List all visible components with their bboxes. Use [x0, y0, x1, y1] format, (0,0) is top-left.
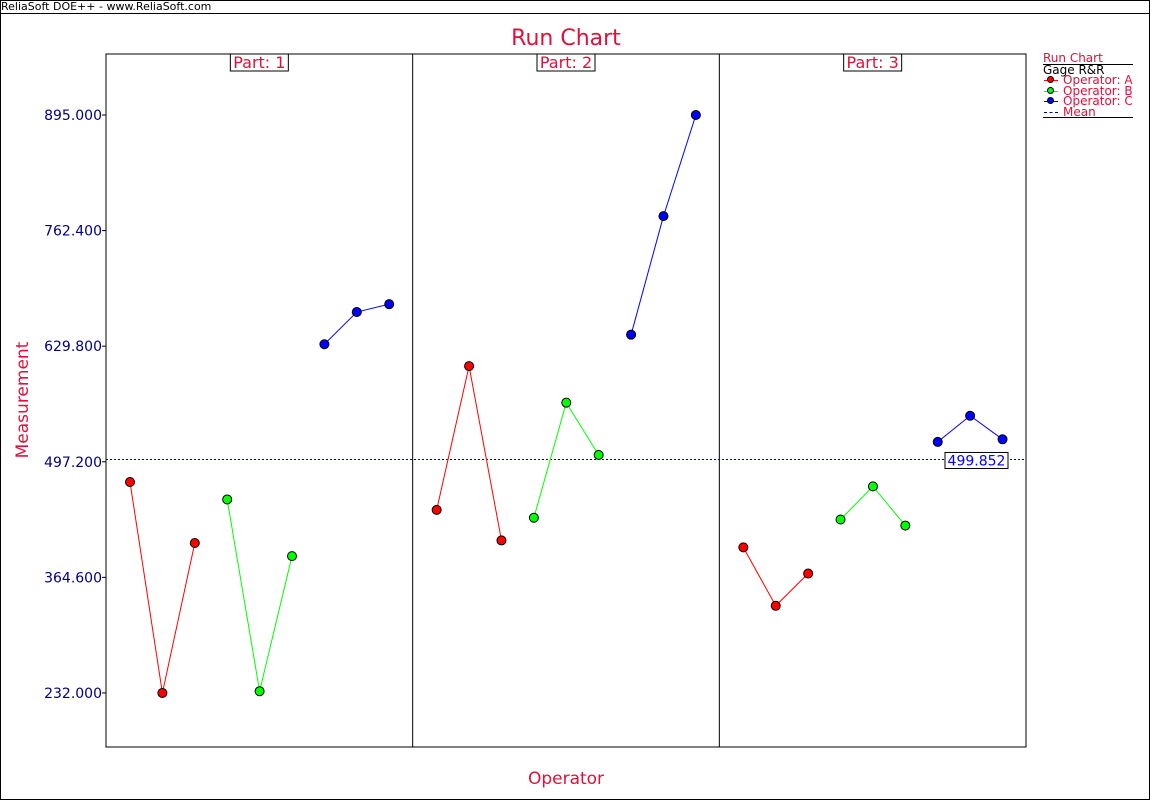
data-point-a	[464, 361, 475, 372]
x-axis-label: Operator	[528, 769, 604, 789]
panel-label-box	[536, 53, 596, 72]
data-point-c	[319, 339, 330, 350]
legend-label-b: Operator: B	[1063, 83, 1133, 98]
legend-marker-c	[1047, 97, 1054, 104]
y-tick-label: 762.400	[44, 224, 102, 240]
series-line-a	[742, 547, 809, 607]
series-line-b	[226, 499, 293, 692]
legend-item-operator-c: Operator: C	[1043, 94, 1133, 108]
data-point-a	[431, 504, 442, 515]
data-point-b	[528, 512, 539, 523]
data-point-a	[189, 538, 200, 549]
panel-label: Part: 1	[233, 53, 285, 72]
panel-label: Part: 2	[540, 53, 592, 72]
data-point-c	[626, 329, 637, 340]
series-line-a	[129, 481, 196, 694]
data-point-c	[965, 410, 976, 421]
panel-label: Part: 3	[847, 53, 899, 72]
y-tick-label: 497.200	[44, 455, 102, 471]
series-line-c	[630, 114, 697, 335]
data-point-a	[157, 687, 168, 698]
legend-item-operator-a: Operator: A	[1043, 73, 1133, 87]
panel-label-box	[843, 53, 903, 72]
legend-swatch-mean	[1044, 111, 1058, 113]
mean-label-box	[944, 451, 1009, 469]
series-line-b	[840, 485, 906, 526]
series-line-a	[436, 365, 502, 541]
data-point-c	[997, 434, 1008, 445]
mean-label: 499.852	[948, 453, 1006, 469]
data-point-b	[593, 449, 604, 460]
window-title: ReliaSoft DOE++ - www.ReliaSoft.com	[1, 0, 212, 13]
data-point-b	[287, 551, 297, 562]
legend-label-a: Operator: A	[1063, 73, 1133, 87]
legend-title: Run Chart	[1043, 51, 1103, 65]
y-tick-label: 629.800	[44, 339, 102, 355]
legend-item-operator-b: Operator: B	[1043, 83, 1133, 98]
legend-item-mean: Mean	[1043, 104, 1133, 119]
legend-marker-b	[1047, 86, 1054, 94]
data-point-a	[738, 542, 749, 553]
legend-label-c: Operator: C	[1063, 94, 1133, 108]
data-point-b	[835, 514, 846, 525]
y-tick-label: 232.000	[44, 686, 102, 702]
data-point-c	[658, 211, 669, 222]
data-point-c	[932, 436, 943, 447]
y-axis-label: Measurement	[13, 341, 33, 458]
series-line-b	[533, 401, 600, 518]
data-point-a	[770, 600, 781, 611]
data-point-b	[867, 481, 878, 492]
y-tick-label: 364.600	[44, 570, 102, 586]
data-point-c	[351, 307, 362, 318]
data-point-c	[384, 299, 395, 310]
title-divider	[0, 13, 1150, 14]
data-point-b	[222, 494, 233, 505]
chart-title: Run Chart	[511, 26, 621, 51]
legend-marker-a	[1047, 76, 1054, 83]
data-point-a	[496, 535, 507, 546]
data-point-a	[803, 568, 814, 579]
legend-subtitle: Gage R&R	[1043, 62, 1105, 77]
data-point-a	[125, 477, 135, 488]
legend-label-mean: Mean	[1063, 104, 1096, 119]
legend-rule-bottom	[1043, 117, 1133, 118]
legend: Run Chart Gage R&R Operator: A Operator:…	[1043, 51, 1133, 119]
legend-rule	[1043, 63, 1133, 65]
y-tick-label: 895.000	[44, 108, 102, 124]
data-point-b	[254, 686, 265, 697]
data-point-b	[900, 520, 911, 531]
data-point-c	[690, 110, 701, 121]
data-point-b	[561, 397, 572, 408]
panel-label-box	[229, 53, 289, 72]
